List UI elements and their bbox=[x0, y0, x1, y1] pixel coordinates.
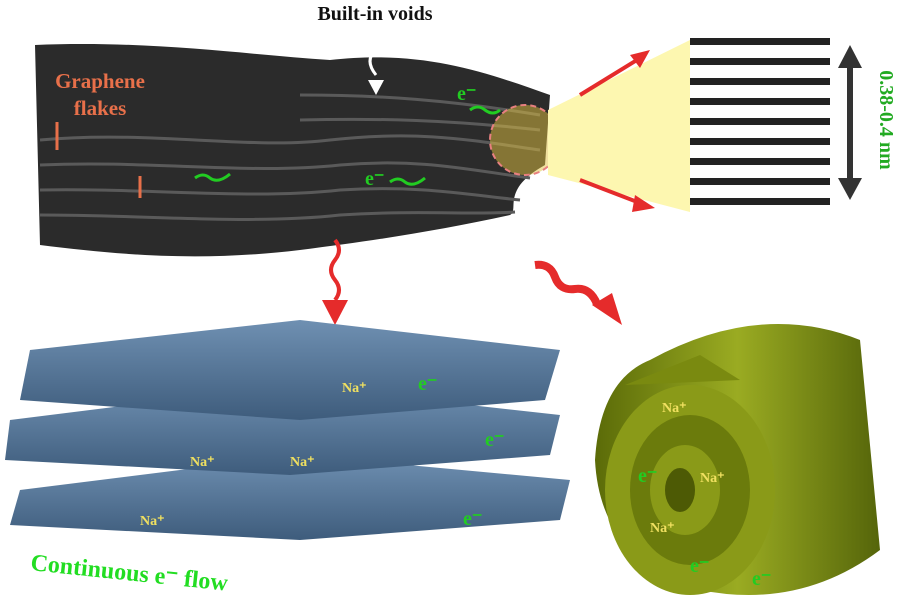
lattice-lines bbox=[690, 38, 830, 205]
electron-label: e⁻ bbox=[463, 508, 482, 530]
electron-label: e⁻ bbox=[485, 429, 504, 451]
spacing-arrow bbox=[838, 45, 862, 200]
sodium-ion-label: Na⁺ bbox=[140, 514, 165, 529]
voids-label: Built-in voids bbox=[317, 3, 432, 25]
sodium-ion-label: Na⁺ bbox=[342, 381, 367, 396]
zoom-cone bbox=[548, 40, 690, 212]
sodium-ion-label: Na⁺ bbox=[190, 455, 215, 470]
electron-label: e⁻ bbox=[457, 83, 476, 105]
sodium-ion-label: Na⁺ bbox=[700, 471, 725, 486]
void-arrow bbox=[368, 28, 384, 76]
electron-label: e⁻ bbox=[638, 465, 657, 487]
stacked-graphene-sheets bbox=[5, 320, 570, 540]
red-arrows bbox=[322, 50, 655, 325]
interlayer-arrows bbox=[55, 122, 142, 198]
electron-label: e⁻ bbox=[752, 568, 771, 590]
electron-label: e⁻ bbox=[365, 168, 384, 190]
electron-label: e⁻ bbox=[418, 373, 437, 395]
graphene-block bbox=[35, 43, 561, 257]
graphene-label-1: Graphene bbox=[55, 69, 145, 93]
graphene-label-2: flakes bbox=[74, 96, 127, 120]
sodium-ion-label: Na⁺ bbox=[290, 455, 315, 470]
continuous-flow-label: Continuous e⁻ flow bbox=[29, 550, 229, 597]
electron-flow-arrows bbox=[194, 105, 501, 186]
rolled-graphene-scroll bbox=[595, 324, 880, 595]
sodium-ion-label: Na⁺ bbox=[662, 401, 687, 416]
sodium-ion-label: Na⁺ bbox=[650, 521, 675, 536]
electron-label: e⁻ bbox=[690, 555, 709, 577]
spacing-label: 0.38-0.4 nm bbox=[875, 70, 897, 170]
